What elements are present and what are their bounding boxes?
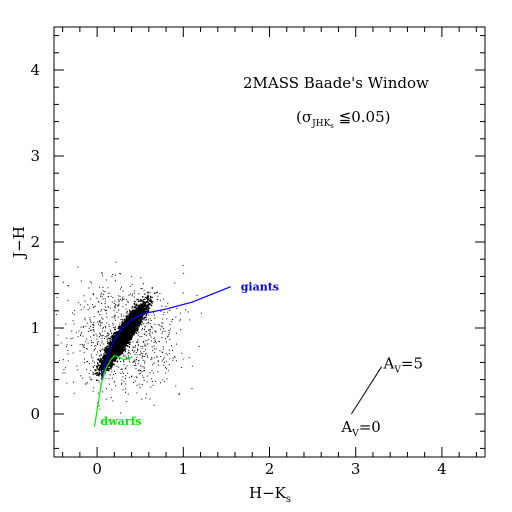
star-point bbox=[107, 345, 109, 347]
star-point bbox=[105, 349, 107, 351]
star-point bbox=[106, 368, 108, 370]
star-point bbox=[142, 299, 145, 301]
star-point bbox=[110, 361, 112, 363]
star-point bbox=[137, 298, 139, 301]
star-point bbox=[138, 325, 140, 328]
star-point bbox=[105, 369, 108, 371]
star-point bbox=[121, 324, 123, 326]
star-point bbox=[111, 364, 114, 366]
star-point bbox=[142, 314, 144, 317]
star-point bbox=[105, 350, 107, 352]
star-point bbox=[147, 301, 149, 303]
star-point bbox=[111, 341, 113, 343]
star-point bbox=[140, 323, 142, 325]
star-point bbox=[150, 300, 152, 302]
star-point bbox=[108, 367, 110, 370]
star-point bbox=[143, 316, 145, 319]
star-point bbox=[144, 305, 146, 307]
star-point bbox=[135, 309, 138, 312]
star-point bbox=[131, 307, 133, 309]
star-point bbox=[130, 337, 132, 339]
star-point bbox=[105, 368, 108, 370]
star-point bbox=[144, 298, 146, 301]
star-point bbox=[99, 360, 101, 362]
star-point bbox=[97, 368, 100, 371]
star-point bbox=[134, 309, 137, 311]
star-point bbox=[100, 374, 103, 376]
star-point bbox=[100, 354, 102, 356]
star-point bbox=[103, 354, 105, 356]
star-point bbox=[99, 373, 102, 375]
star-point bbox=[149, 300, 151, 302]
star-point bbox=[97, 363, 99, 365]
star-point bbox=[138, 320, 140, 323]
star-point bbox=[113, 335, 115, 337]
star-point bbox=[106, 348, 108, 351]
star-point bbox=[147, 309, 150, 311]
star-point bbox=[141, 315, 144, 317]
star-point bbox=[136, 298, 138, 301]
star-point bbox=[118, 327, 120, 329]
star-point bbox=[139, 300, 141, 302]
star-point bbox=[151, 302, 153, 304]
star-point bbox=[151, 296, 153, 299]
star-point bbox=[110, 365, 113, 367]
star-point bbox=[149, 295, 152, 298]
star-point bbox=[125, 344, 128, 347]
star-point bbox=[113, 333, 115, 336]
star-point bbox=[147, 309, 149, 312]
star-point bbox=[101, 373, 103, 375]
star-point bbox=[140, 303, 142, 305]
star-point bbox=[129, 316, 131, 318]
star-point bbox=[131, 312, 133, 315]
star-point bbox=[124, 345, 127, 347]
star-point bbox=[144, 293, 146, 295]
star-scatter-cloud bbox=[55, 261, 202, 414]
star-point bbox=[129, 341, 131, 343]
